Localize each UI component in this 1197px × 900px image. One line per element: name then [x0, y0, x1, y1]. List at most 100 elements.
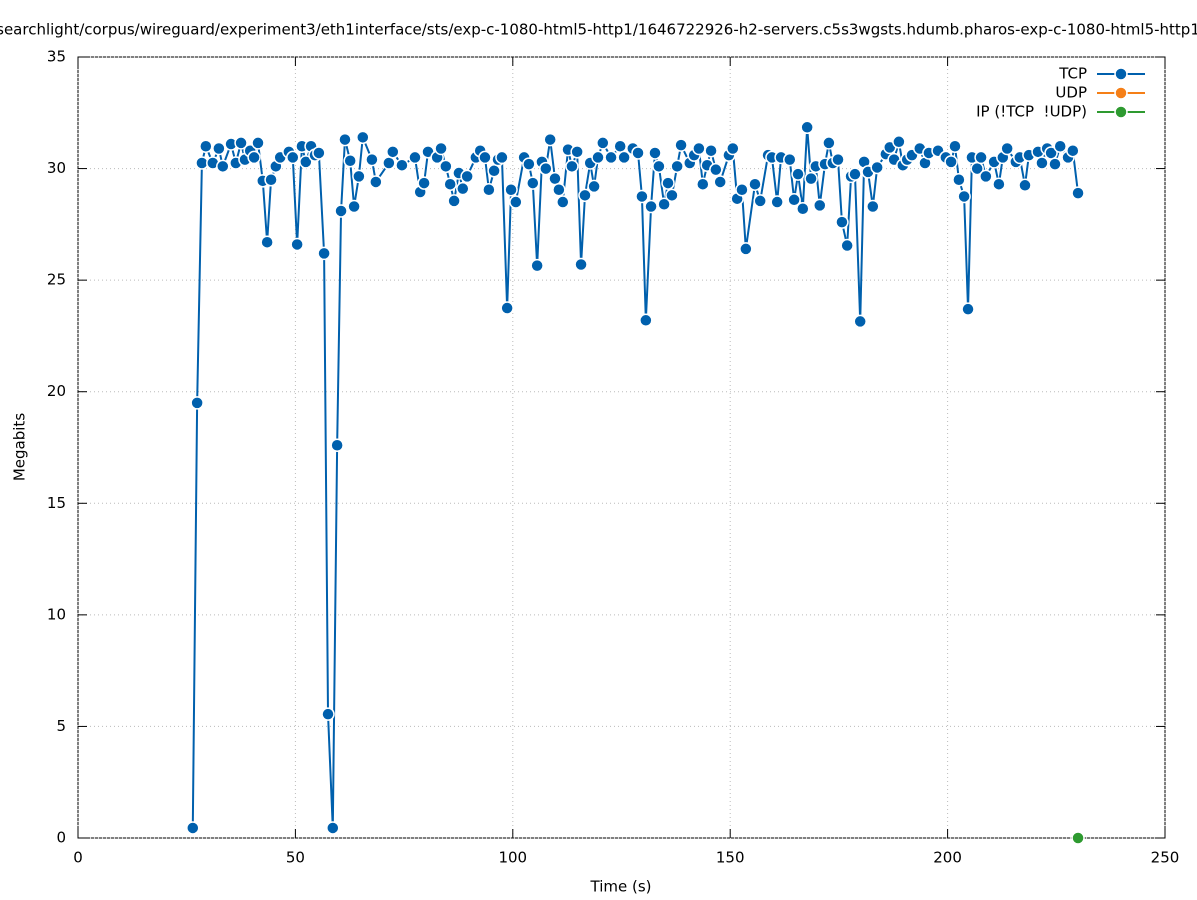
data-point: [648, 146, 662, 160]
data-point: [635, 189, 649, 204]
data-point: [1035, 156, 1049, 170]
data-point: [770, 195, 784, 209]
y-axis-label: Megabits: [11, 413, 29, 481]
data-point: [674, 138, 688, 152]
x-tick-label: 100: [498, 849, 527, 867]
data-point: [190, 396, 204, 410]
data-point: [787, 193, 801, 207]
y-tick-label: 35: [47, 48, 66, 66]
data-point: [692, 141, 706, 156]
data-point: [992, 177, 1006, 191]
data-point: [952, 172, 966, 187]
data-point: [395, 158, 409, 172]
data-point: [944, 155, 958, 169]
data-point: [748, 177, 762, 191]
data-point: [552, 183, 566, 197]
data-point: [443, 177, 457, 191]
data-point: [251, 136, 265, 150]
data-point: [735, 183, 749, 197]
data-point: [791, 167, 805, 181]
legend-swatch: [1114, 86, 1128, 100]
data-point: [613, 139, 627, 154]
data-point: [199, 139, 213, 154]
y-tick-label: 20: [47, 382, 66, 400]
data-point: [1053, 139, 1067, 154]
data-point: [286, 150, 300, 165]
data-point: [482, 183, 496, 197]
data-point: [234, 136, 248, 150]
data-point: [543, 132, 557, 147]
data-point: [382, 156, 396, 170]
data-point: [548, 171, 562, 186]
y-tick-label: 15: [47, 494, 66, 512]
data-point: [853, 314, 867, 329]
x-tick-label: 150: [716, 849, 745, 867]
data-point: [356, 130, 370, 145]
data-point: [840, 238, 854, 253]
legend-label: UDP: [1055, 84, 1087, 102]
data-point: [822, 136, 836, 150]
data-point: [312, 146, 326, 160]
data-point: [299, 155, 313, 169]
data-point: [644, 199, 658, 214]
data-point: [709, 162, 723, 177]
data-point: [574, 257, 588, 272]
data-point: [343, 154, 357, 168]
data-point: [661, 176, 675, 190]
series-line: [191, 127, 1080, 829]
data-point: [961, 302, 975, 316]
data-point: [478, 150, 492, 165]
data-point: [704, 143, 718, 158]
data-point: [948, 139, 962, 154]
data-point: [979, 169, 993, 184]
data-point: [783, 152, 797, 167]
data-point: [264, 172, 278, 187]
data-point: [338, 132, 352, 147]
data-point: [417, 176, 431, 190]
y-tick-label: 5: [56, 717, 66, 735]
x-axis-label: Time (s): [590, 878, 652, 896]
data-point: [804, 171, 818, 186]
data-point: [500, 301, 514, 315]
legend-label: TCP: [1058, 65, 1087, 83]
data-point: [290, 237, 304, 252]
data-point: [1066, 143, 1080, 158]
data-point: [1000, 141, 1014, 156]
data-point: [617, 150, 631, 165]
data-point: [713, 175, 727, 189]
data-point: [870, 160, 884, 175]
y-tick-label: 25: [47, 271, 66, 289]
data-point: [604, 150, 618, 165]
data-point: [216, 159, 230, 174]
data-point: [487, 164, 501, 178]
legend-swatch: [1114, 105, 1128, 119]
data-point: [565, 159, 579, 174]
data-point: [739, 242, 753, 256]
data-point: [530, 258, 544, 273]
data-point: [670, 159, 684, 174]
data-point: [352, 169, 366, 184]
x-tick-label: 0: [73, 849, 83, 867]
data-point: [631, 146, 645, 160]
data-point: [321, 707, 335, 721]
data-point: [365, 152, 379, 167]
legend-label: IP (!TCP !UDP): [976, 103, 1087, 121]
chart-title: searchlight/corpus/wireguard/experiment3…: [0, 21, 1197, 39]
x-tick-label: 250: [1151, 849, 1180, 867]
data-point: [639, 313, 653, 328]
data-point: [753, 194, 767, 208]
data-point: [522, 157, 536, 171]
data-point: [848, 167, 862, 181]
data-point: [434, 141, 448, 156]
data-point: [556, 195, 570, 209]
data-point: [460, 169, 474, 184]
data-point: [369, 175, 383, 189]
data-point: [495, 150, 509, 165]
data-point: [696, 177, 710, 191]
data-point: [212, 141, 226, 156]
legend-swatch: [1114, 67, 1128, 81]
data-point: [317, 246, 331, 261]
data-point: [796, 201, 810, 216]
